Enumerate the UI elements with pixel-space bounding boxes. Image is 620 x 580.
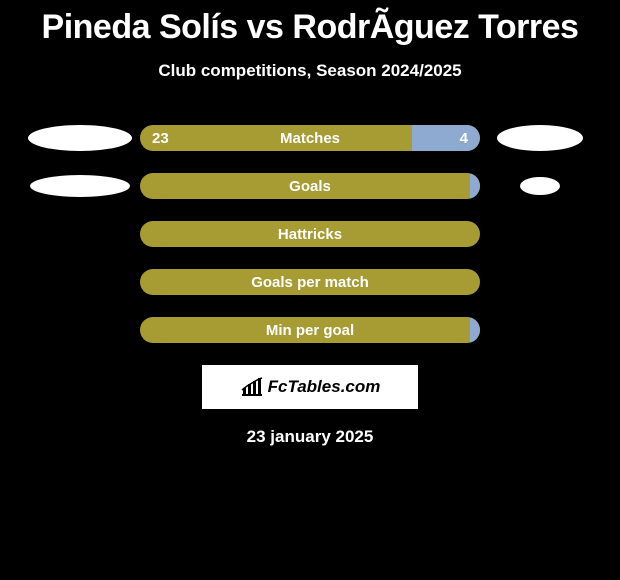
stat-row-goals: Goals — [0, 173, 620, 199]
stat-row-matches: 23 Matches 4 — [0, 125, 620, 151]
stat-bar: Goals — [140, 173, 480, 199]
page-title: Pineda Solís vs RodrÃ­guez Torres — [0, 0, 620, 47]
logo: FcTables.com — [240, 377, 381, 397]
subtitle: Club competitions, Season 2024/2025 — [0, 61, 620, 81]
right-ellipse-slot — [480, 177, 600, 195]
logo-box: FcTables.com — [202, 365, 418, 409]
stat-bar: Min per goal — [140, 317, 480, 343]
right-value: 4 — [460, 125, 468, 151]
stat-bar: Hattricks — [140, 221, 480, 247]
ellipse-icon — [28, 125, 132, 151]
stat-label: Min per goal — [140, 317, 480, 343]
stat-label: Goals per match — [140, 269, 480, 295]
logo-text: FcTables.com — [268, 377, 381, 397]
ellipse-icon — [520, 177, 560, 195]
stat-bar: Goals per match — [140, 269, 480, 295]
ellipse-icon — [30, 175, 130, 197]
comparison-infographic: Pineda Solís vs RodrÃ­guez Torres Club c… — [0, 0, 620, 580]
left-ellipse-slot — [20, 125, 140, 151]
left-ellipse-slot — [20, 175, 140, 197]
stat-row-hattricks: Hattricks — [0, 221, 620, 247]
bar-chart-icon — [240, 377, 264, 397]
stat-rows: 23 Matches 4 Goals — [0, 125, 620, 343]
stat-row-min-per-goal: Min per goal — [0, 317, 620, 343]
right-ellipse-slot — [480, 125, 600, 151]
stat-bar: 23 Matches 4 — [140, 125, 480, 151]
date-text: 23 january 2025 — [0, 427, 620, 447]
stat-label: Goals — [140, 173, 480, 199]
stat-label: Matches — [140, 125, 480, 151]
stat-label: Hattricks — [140, 221, 480, 247]
stat-row-goals-per-match: Goals per match — [0, 269, 620, 295]
ellipse-icon — [497, 125, 583, 151]
